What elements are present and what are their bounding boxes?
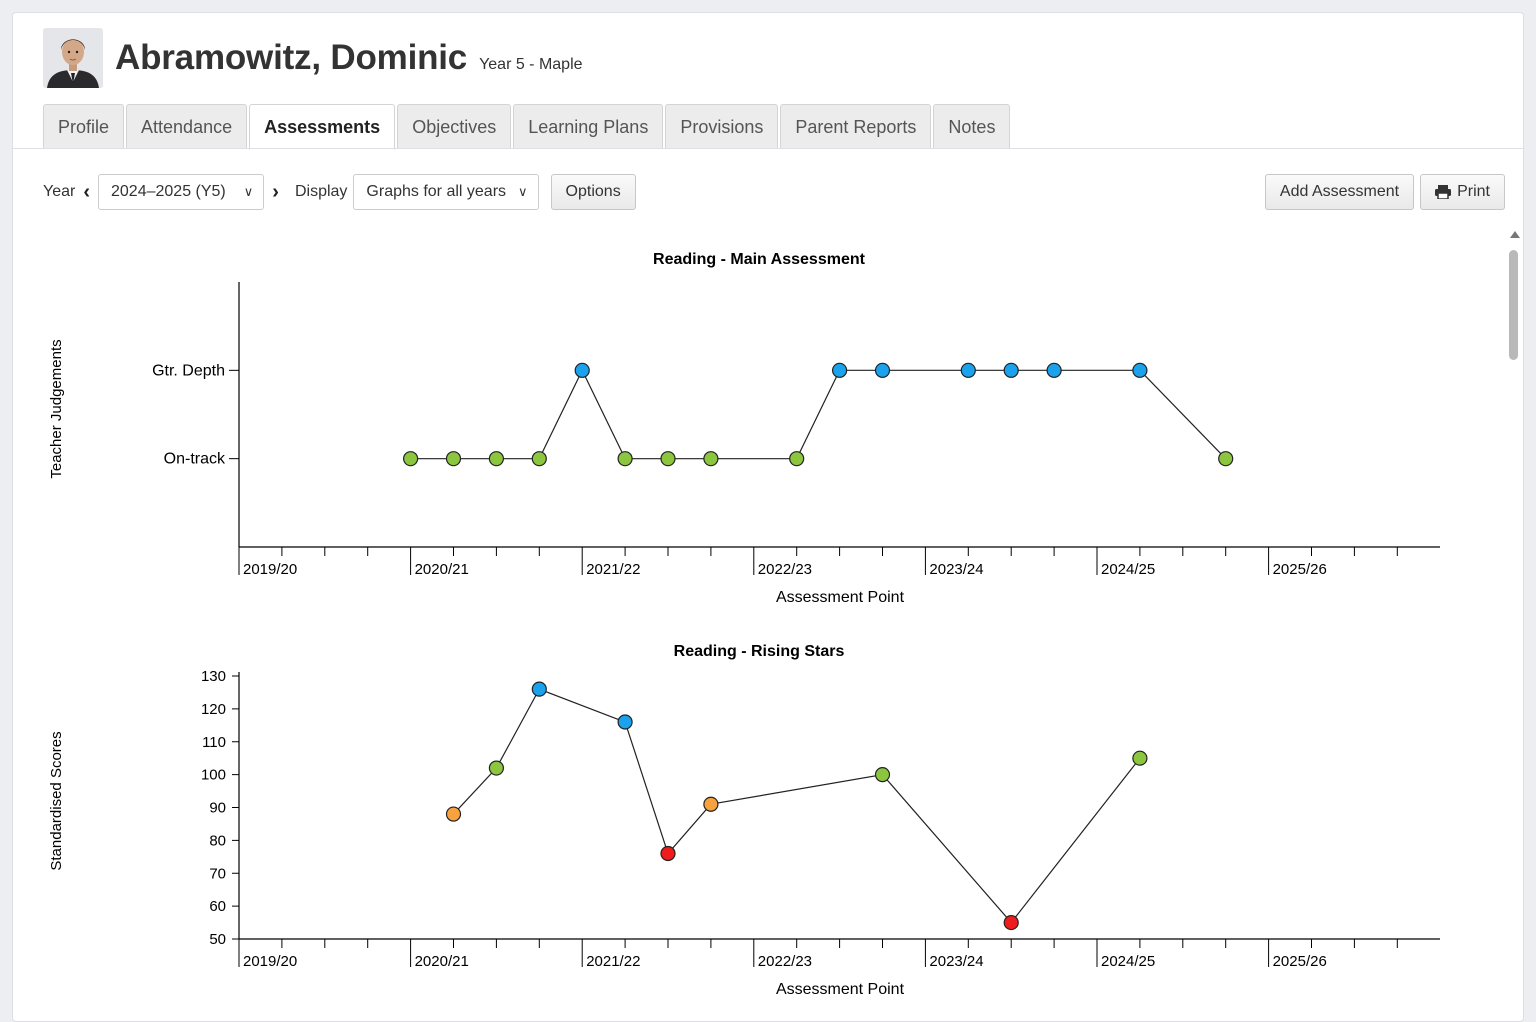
y-tick-label: Gtr. Depth (152, 362, 225, 379)
student-name: Abramowitz, Dominic (115, 38, 468, 77)
chart-title: Reading - Main Assessment (653, 251, 866, 268)
data-point (531, 681, 547, 697)
data-point (1132, 362, 1148, 378)
next-year-chevron-icon[interactable]: › (272, 181, 279, 203)
tab-notes[interactable]: Notes (933, 104, 1011, 149)
tab-assessments[interactable]: Assessments (249, 104, 396, 150)
data-point (488, 451, 504, 467)
data-point (874, 767, 891, 783)
data-point (1003, 362, 1019, 378)
chevron-down-icon: ∨ (243, 184, 254, 199)
y-tick-label: 110 (202, 734, 226, 751)
student-photo (43, 28, 103, 88)
x-tick-label: 2019/20 (243, 561, 297, 578)
chevron-down-icon: ∨ (518, 184, 528, 199)
x-tick-label: 2024/25 (1101, 561, 1155, 578)
student-class: Year 5 - Maple (479, 56, 583, 73)
assessment-toolbar: Year ‹ 2024–2025 (Y5) ∨ › Display Graphs… (43, 174, 1505, 210)
tabs-divider (13, 148, 1523, 149)
add-assessment-label: Add Assessment (1279, 183, 1400, 200)
options-button[interactable]: Options (550, 174, 636, 210)
tab-parent-reports[interactable]: Parent Reports (780, 104, 932, 149)
x-axis-label: Assessment Point (776, 981, 905, 998)
tab-objectives[interactable]: Objectives (397, 104, 512, 149)
data-point (1218, 451, 1234, 467)
x-tick-label: 2021/22 (586, 953, 640, 970)
y-axis-label: Standardised Scores (48, 731, 65, 870)
add-assessment-button[interactable]: Add Assessment (1264, 174, 1415, 210)
data-point (703, 451, 719, 467)
x-tick-label: 2020/21 (415, 953, 469, 970)
display-select[interactable]: Graphs for all years ∨ (353, 174, 539, 210)
data-point (831, 362, 848, 378)
x-tick-label: 2023/24 (929, 953, 983, 970)
x-tick-label: 2025/26 (1273, 953, 1327, 970)
data-point (403, 451, 419, 467)
y-tick-label: 60 (209, 898, 226, 915)
x-tick-label: 2022/23 (758, 953, 812, 970)
data-point (789, 451, 805, 467)
series-line (410, 368, 1227, 460)
data-point (1003, 914, 1019, 931)
tab-learning-plans[interactable]: Learning Plans (513, 104, 664, 149)
previous-year-chevron-icon[interactable]: ‹ (83, 181, 90, 203)
y-tick-label: 100 (201, 767, 226, 784)
print-label: Print (1457, 183, 1490, 200)
student-card: Abramowitz, Dominic Year 5 - Maple Profi… (12, 12, 1524, 1022)
y-tick-label: 70 (209, 865, 226, 882)
y-tick-label: 130 (201, 668, 226, 685)
options-button-label: Options (565, 183, 621, 200)
data-point (960, 362, 976, 378)
tab-attendance[interactable]: Attendance (126, 104, 248, 149)
data-point (617, 451, 633, 467)
assessment-charts: Reading - Main Assessment Assessment Poin… (48, 251, 1440, 998)
data-point (488, 760, 504, 776)
data-point (445, 451, 462, 467)
y-tick-label: 80 (209, 832, 226, 849)
data-point (660, 451, 676, 467)
x-tick-label: 2019/20 (243, 953, 297, 970)
data-point (1046, 362, 1062, 378)
year-select[interactable]: 2024–2025 (Y5) ∨ (98, 174, 265, 210)
display-label: Display (294, 183, 348, 200)
data-point (660, 845, 676, 862)
display-select-value: Graphs for all years (366, 183, 507, 200)
data-point (445, 806, 462, 822)
y-tick-label: 50 (209, 931, 226, 948)
data-point (574, 362, 590, 378)
data-point (617, 714, 633, 730)
x-tick-label: 2022/23 (758, 561, 812, 578)
data-point (1132, 750, 1148, 766)
scroll-up-arrow-icon[interactable] (1510, 231, 1520, 238)
data-point (531, 451, 547, 467)
student-header: Abramowitz, Dominic Year 5 - Maple (43, 28, 583, 88)
y-tick-label: On-track (164, 451, 226, 468)
x-tick-label: 2023/24 (929, 561, 983, 578)
x-tick-label: 2024/25 (1101, 953, 1155, 970)
y-tick-label: 90 (209, 800, 226, 817)
y-tick-label: 120 (201, 701, 226, 718)
x-tick-label: 2020/21 (415, 561, 469, 578)
y-axis-label: Teacher Judgements (48, 339, 65, 478)
print-button[interactable]: Print (1420, 174, 1505, 210)
year-select-value: 2024–2025 (Y5) (111, 183, 226, 200)
chart-title: Reading - Rising Stars (674, 643, 845, 660)
tab-provisions[interactable]: Provisions (665, 104, 779, 149)
data-point (703, 796, 719, 812)
x-axis-label: Assessment Point (776, 589, 905, 606)
scrollbar-thumb[interactable] (1509, 250, 1518, 360)
x-tick-label: 2025/26 (1273, 561, 1327, 578)
year-label: Year (43, 183, 76, 200)
student-tabs: Profile Attendance Assessments Objective… (43, 104, 1012, 150)
tab-profile[interactable]: Profile (43, 104, 125, 149)
series-line (453, 688, 1141, 924)
printer-icon (1435, 185, 1452, 199)
data-point (874, 362, 891, 378)
x-tick-label: 2021/22 (586, 561, 640, 578)
